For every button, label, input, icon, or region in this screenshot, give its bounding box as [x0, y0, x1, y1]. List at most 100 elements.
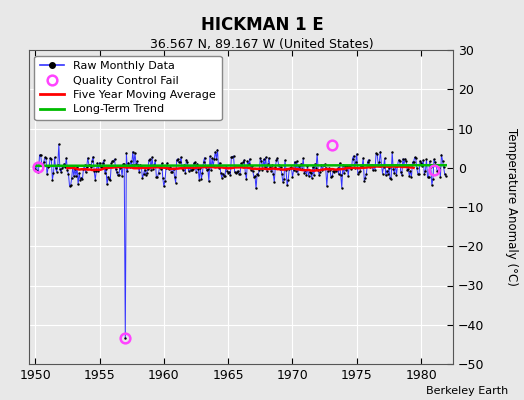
- Point: [253, 171, 261, 177]
- Point: [328, 173, 336, 180]
- Point: [396, 158, 404, 164]
- Point: [208, 155, 216, 162]
- Point: [52, 168, 61, 175]
- Point: [140, 166, 149, 173]
- Point: [264, 161, 272, 168]
- Point: [178, 165, 186, 172]
- Point: [308, 175, 316, 181]
- Point: [390, 170, 398, 176]
- Point: [322, 165, 330, 171]
- Point: [368, 162, 376, 168]
- Point: [89, 153, 97, 160]
- Point: [118, 173, 126, 179]
- Point: [397, 168, 405, 175]
- Point: [350, 153, 358, 159]
- Point: [292, 158, 301, 164]
- Point: [421, 168, 430, 174]
- Point: [283, 182, 291, 189]
- Point: [288, 174, 297, 180]
- Point: [387, 176, 395, 182]
- Point: [401, 156, 409, 162]
- Point: [66, 183, 74, 189]
- Point: [403, 167, 411, 173]
- Point: [234, 168, 242, 174]
- Point: [107, 160, 115, 166]
- Point: [400, 162, 408, 168]
- Point: [365, 163, 374, 170]
- Point: [428, 182, 436, 188]
- Point: [356, 168, 364, 174]
- Point: [417, 160, 425, 166]
- Point: [75, 170, 83, 176]
- Point: [252, 185, 260, 192]
- Point: [151, 157, 159, 164]
- Point: [48, 176, 57, 183]
- Point: [226, 172, 235, 178]
- Point: [312, 165, 320, 171]
- Point: [301, 167, 310, 174]
- Point: [161, 178, 169, 184]
- Point: [78, 176, 86, 183]
- Point: [235, 170, 243, 177]
- Point: [399, 156, 407, 162]
- Point: [124, 159, 133, 166]
- Point: [121, 335, 129, 342]
- Point: [265, 155, 273, 161]
- Point: [340, 170, 348, 176]
- Point: [126, 158, 135, 164]
- Point: [425, 158, 434, 164]
- Point: [162, 165, 170, 172]
- Point: [430, 156, 438, 162]
- Point: [247, 163, 256, 169]
- Point: [405, 173, 413, 179]
- Point: [90, 168, 99, 175]
- Point: [326, 167, 334, 173]
- Point: [125, 164, 134, 170]
- Point: [103, 181, 111, 188]
- Point: [211, 149, 220, 155]
- Point: [182, 156, 191, 163]
- Point: [168, 168, 177, 175]
- Point: [191, 159, 199, 165]
- Point: [303, 163, 312, 170]
- Point: [115, 172, 123, 178]
- Point: [263, 168, 271, 174]
- Point: [224, 170, 232, 176]
- Point: [378, 170, 387, 177]
- Point: [44, 164, 52, 171]
- Point: [275, 162, 283, 168]
- Point: [85, 162, 93, 168]
- Point: [321, 161, 329, 168]
- Point: [50, 154, 59, 160]
- Point: [374, 162, 383, 168]
- Point: [43, 171, 51, 178]
- Point: [389, 166, 397, 172]
- Point: [335, 160, 344, 166]
- Point: [143, 170, 151, 176]
- Point: [227, 154, 236, 160]
- Point: [160, 183, 168, 190]
- Point: [83, 155, 92, 161]
- Point: [73, 164, 81, 170]
- Point: [233, 169, 241, 175]
- Point: [158, 160, 166, 166]
- Point: [92, 167, 101, 174]
- Point: [434, 169, 442, 175]
- Point: [49, 170, 58, 176]
- Point: [34, 169, 42, 176]
- Point: [173, 156, 182, 162]
- Point: [376, 148, 385, 155]
- Point: [298, 166, 307, 172]
- Point: [108, 158, 117, 165]
- Point: [289, 167, 298, 174]
- Point: [369, 167, 377, 173]
- Point: [180, 162, 189, 168]
- Point: [439, 157, 447, 164]
- Point: [371, 167, 379, 173]
- Point: [370, 163, 378, 169]
- Point: [258, 166, 267, 173]
- Point: [244, 161, 253, 168]
- Point: [270, 179, 278, 185]
- Point: [134, 162, 143, 168]
- Point: [268, 162, 276, 168]
